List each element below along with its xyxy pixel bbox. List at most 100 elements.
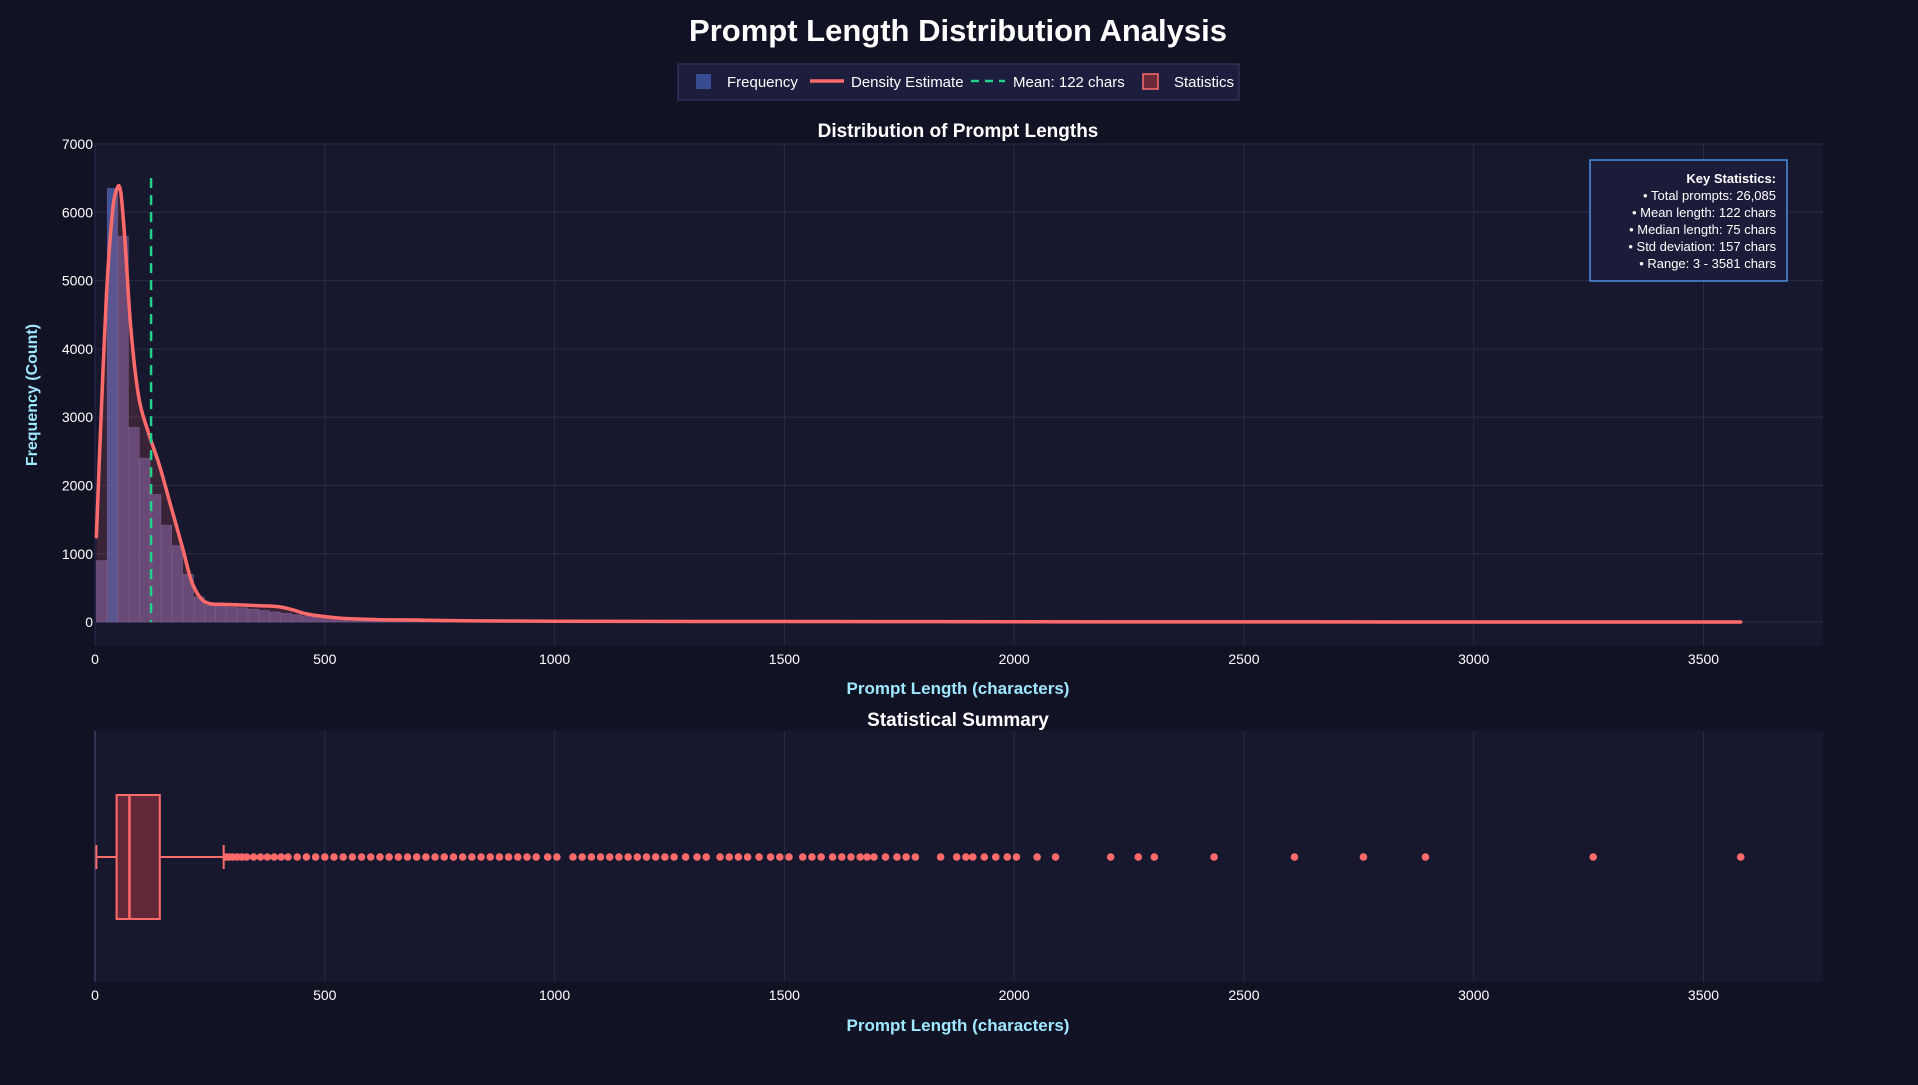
box-outlier-point: [755, 853, 763, 861]
hist-y-tick-label: 2000: [62, 477, 93, 493]
box-outlier-point: [661, 853, 669, 861]
box-outlier-point: [514, 853, 522, 861]
stats-line: • Range: 3 - 3581 chars: [1639, 256, 1776, 271]
legend[interactable]: Frequency Density Estimate Mean: 122 cha…: [678, 64, 1239, 100]
box-outlier-point: [358, 853, 366, 861]
box-outlier-point: [838, 853, 846, 861]
box-outlier-point: [330, 853, 338, 861]
box-outlier-point: [450, 853, 458, 861]
box-outlier-point: [937, 853, 945, 861]
box-outlier-point: [829, 853, 837, 861]
box-outlier-point: [893, 853, 901, 861]
box-outlier-point: [767, 853, 775, 861]
box-outlier-point: [799, 853, 807, 861]
box-outlier-point: [1589, 853, 1597, 861]
box-outlier-point: [468, 853, 476, 861]
box-outlier-point: [1052, 853, 1060, 861]
hist-x-tick-label: 1000: [539, 651, 570, 667]
box-x-tick-label: 2500: [1228, 987, 1259, 1003]
box-outlier-point: [725, 853, 733, 861]
box-outlier-point: [376, 853, 384, 861]
stats-heading: Key Statistics:: [1686, 171, 1776, 186]
box-outlier-point: [532, 853, 540, 861]
box-outlier-point: [962, 853, 970, 861]
box-outlier-point: [588, 853, 596, 861]
box-outlier-point: [980, 853, 988, 861]
box-outlier-point: [404, 853, 412, 861]
legend-density-label: Density Estimate: [851, 74, 964, 91]
box-outlier-point: [303, 853, 311, 861]
figure-title: Prompt Length Distribution Analysis: [689, 13, 1227, 48]
box-iqr: [117, 795, 160, 919]
legend-statistics-label: Statistics: [1174, 74, 1234, 91]
box-outlier-point: [682, 853, 690, 861]
box-outlier-point: [1291, 853, 1299, 861]
stats-line: • Std deviation: 157 chars: [1628, 239, 1776, 254]
hist-x-tick-label: 0: [91, 651, 99, 667]
box-outlier-point: [702, 853, 710, 861]
box-outlier-point: [1360, 853, 1368, 861]
hist-y-axis-title: Frequency (Count): [24, 324, 41, 466]
hist-x-tick-label: 1500: [769, 651, 800, 667]
stats-box: Key Statistics: • Total prompts: 26,085 …: [1590, 160, 1787, 281]
box-outlier-point: [293, 853, 301, 861]
box-outlier-point: [385, 853, 393, 861]
box-x-tick-label: 3500: [1688, 987, 1719, 1003]
box-outlier-point: [553, 853, 561, 861]
box-outlier-point: [349, 853, 357, 861]
hist-plot-area: [95, 144, 1823, 646]
hist-x-tick-label: 3000: [1458, 651, 1489, 667]
hist-y-tick-label: 7000: [62, 136, 93, 152]
box-outlier-point: [505, 853, 513, 861]
box-outlier-point: [1003, 853, 1011, 861]
box-outlier-point: [367, 853, 375, 861]
box-outlier-point: [1013, 853, 1021, 861]
hist-y-tick-label: 0: [85, 614, 93, 630]
box-outlier-point: [1737, 853, 1745, 861]
box-outlier-point: [321, 853, 329, 861]
box-outlier-point: [808, 853, 816, 861]
box-outlier-point: [902, 853, 910, 861]
hist-x-axis-title: Prompt Length (characters): [847, 679, 1070, 698]
box-x-axis-title: Prompt Length (characters): [847, 1016, 1070, 1035]
box-x-tick-label: 0: [91, 987, 99, 1003]
legend-statistics-swatch: [1143, 74, 1158, 89]
hist-x-tick-label: 2000: [999, 651, 1030, 667]
hist-y-tick-label: 4000: [62, 341, 93, 357]
box-outlier-point: [744, 853, 752, 861]
stats-line: • Mean length: 122 chars: [1632, 205, 1777, 220]
legend-frequency-label: Frequency: [727, 74, 798, 91]
box-outlier-point: [250, 853, 258, 861]
hist-x-tick-label: 2500: [1228, 651, 1259, 667]
box-outlier-point: [693, 853, 701, 861]
box-outlier-point: [264, 853, 272, 861]
box-outlier-point: [1422, 853, 1430, 861]
box-outlier-point: [969, 853, 977, 861]
box-outlier-point: [847, 853, 855, 861]
box-outlier-point: [870, 853, 878, 861]
box-outlier-point: [277, 853, 285, 861]
box-outlier-point: [1151, 853, 1159, 861]
hist-y-tick-label: 3000: [62, 409, 93, 425]
box-title: Statistical Summary: [867, 710, 1049, 731]
box-x-tick-label: 500: [313, 987, 337, 1003]
box-outlier-point: [486, 853, 494, 861]
box-outlier-point: [257, 853, 265, 861]
box-outlier-point: [624, 853, 632, 861]
box-x-tick-label: 3000: [1458, 987, 1489, 1003]
box-outlier-point: [422, 853, 430, 861]
box-outlier-point: [817, 853, 825, 861]
box-outlier-point: [243, 853, 251, 861]
box-outlier-point: [785, 853, 793, 861]
box-outlier-point: [431, 853, 439, 861]
box-outlier-point: [597, 853, 605, 861]
hist-x-tick-label: 500: [313, 651, 337, 667]
box-outlier-point: [992, 853, 1000, 861]
box-outlier-point: [1107, 853, 1115, 861]
box-outlier-point: [670, 853, 678, 861]
box-outlier-point: [606, 853, 614, 861]
box-outlier-point: [312, 853, 320, 861]
box-outlier-point: [776, 853, 784, 861]
